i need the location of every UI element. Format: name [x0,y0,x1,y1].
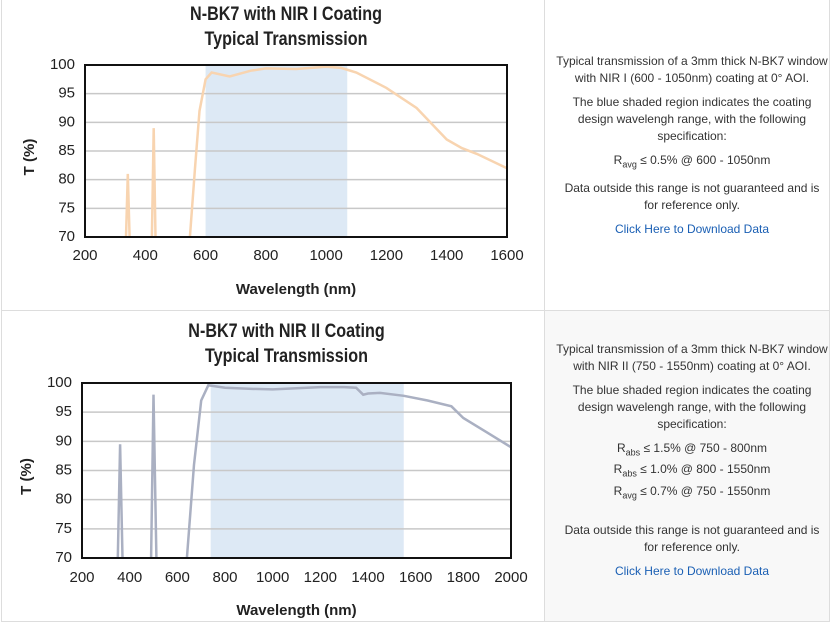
y-axis-label: T (%) [21,139,38,176]
y-tick-label: 100 [50,56,75,73]
x-tick-label: 400 [133,247,158,264]
chart-title: N-BK7 with NIR I Coating [190,3,382,25]
spec-symbol: R [616,441,626,455]
note: Typical transmission of a 3mm thick N-BK… [556,53,828,238]
x-tick-label: 600 [165,569,190,586]
spec-symbol: R [613,462,623,477]
transmission-line [124,65,507,237]
y-tick-label: 90 [55,432,72,449]
x-axis-label: Wavelength (nm) [236,281,356,298]
y-tick-label: 85 [58,142,75,159]
spec-line: Ravg ≤ 0.7% @ 750 - 1550nm [556,483,828,504]
y-tick-label: 90 [58,113,75,130]
download-link[interactable]: Click Here to Download Data [614,564,770,579]
y-tick-label: 75 [55,520,72,537]
x-tick-label: 1000 [256,569,289,586]
chart-subtitle: Typical Transmission [205,345,368,367]
x-tick-label: 400 [117,569,142,586]
x-tick-label: 200 [69,569,94,586]
spec-subscript: avg [622,490,637,501]
spec-text: ≤ 0.5% @ 600 - 1050nm [640,153,771,167]
spec-text: ≤ 0.7% @ 750 - 1550nm [640,483,771,498]
note: Typical transmission of a 3mm thick N-BK… [556,341,828,580]
x-tick-label: 800 [253,247,278,264]
plot-frame [84,64,508,238]
x-tick-label: 800 [212,569,237,586]
x-tick-label: 1800 [447,569,480,586]
chart-title: N-BK7 with NIR II Coating [188,320,384,342]
x-tick-label: 1200 [304,569,337,586]
spec-line: Rabs ≤ 1.5% @ 750 - 800nm [556,440,828,461]
note-shading: The blue shaded region indicates the coa… [572,383,812,431]
spec-line: Rabs ≤ 1.0% @ 800 - 1550nm [556,461,828,482]
x-tick-label: 1600 [490,247,523,264]
spacer [556,173,828,180]
note-intro: Typical transmission of a 3mm thick N-BK… [556,54,828,85]
note-intro: Typical transmission of a 3mm thick N-BK… [556,342,828,373]
x-tick-label: 1400 [351,569,384,586]
y-axis-label: T (%) [18,458,35,495]
download-link[interactable]: Click Here to Download Data [614,222,770,237]
note-disclaimer: Data outside this range is not guarantee… [564,181,820,213]
transmission-line [116,383,511,558]
spec-text: ≤ 1.0% @ 800 - 1550nm [640,462,771,477]
spec-subscript: abs [625,447,641,458]
spec-text: ≤ 1.5% @ 750 - 800nm [643,441,768,455]
y-tick-label: 70 [58,228,75,245]
y-tick-label: 95 [55,403,72,420]
chart-subtitle: Typical Transmission [205,28,368,50]
spec-subscript: abs [622,468,637,479]
cell [544,310,830,622]
spec-line: Ravg ≤ 0.5% @ 600 - 1050nm [556,152,828,173]
x-tick-label: 1200 [370,247,403,264]
x-tick-label: 2000 [494,569,527,586]
x-tick-label: 1400 [430,247,463,264]
x-tick-label: 600 [193,247,218,264]
x-axis-label: Wavelength (nm) [236,602,356,619]
y-tick-label: 75 [58,199,75,216]
y-tick-label: 80 [55,491,72,508]
note-disclaimer: Data outside this range is not guarantee… [564,523,820,555]
y-tick-label: 100 [47,374,72,391]
plot-frame [81,382,512,559]
y-tick-label: 70 [55,549,72,566]
x-tick-label: 1600 [399,569,432,586]
spec-subscript: avg [622,159,637,170]
y-tick-label: 95 [58,85,75,102]
spacer [556,504,828,522]
x-tick-label: 200 [72,247,97,264]
y-tick-label: 85 [55,461,72,478]
spec-symbol: R [613,483,623,498]
note-shading: The blue shaded region indicates the coa… [572,95,812,143]
spec-symbol: R [613,153,623,167]
x-tick-label: 1000 [309,247,342,264]
y-tick-label: 80 [58,171,75,188]
